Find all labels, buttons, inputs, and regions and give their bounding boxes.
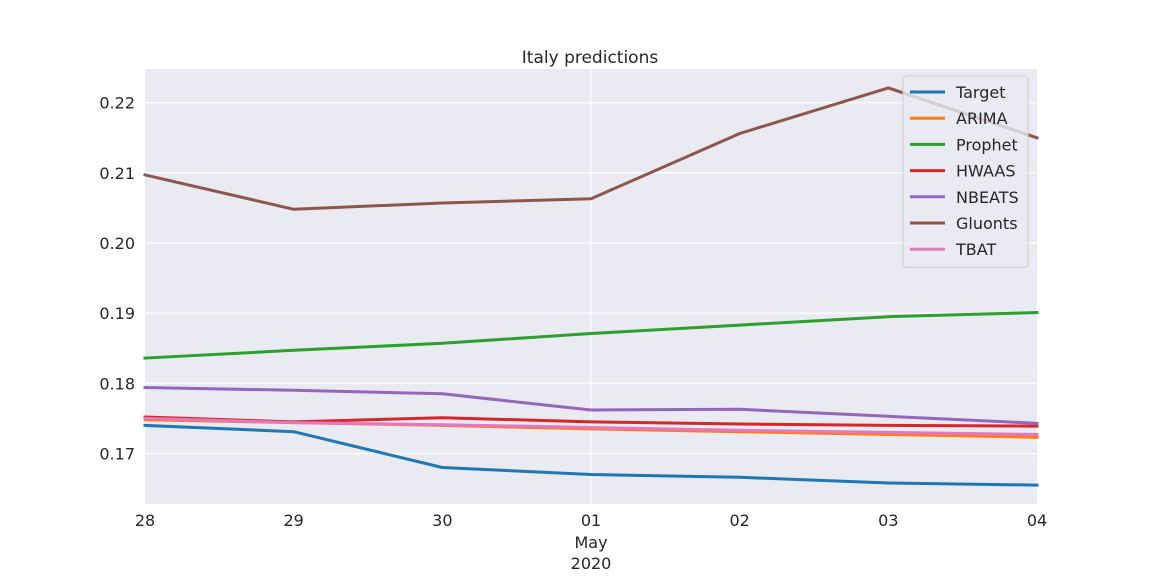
x-tick-label: 30 <box>432 511 452 530</box>
x-tick-sublabel: 2020 <box>571 554 612 573</box>
series-line-gluonts <box>143 86 1039 211</box>
y-tick-label: 0.22 <box>99 94 135 113</box>
x-tick-sublabel: May <box>574 533 607 552</box>
series-line-prophet <box>143 310 1039 360</box>
y-axis: 0.17 0.18 0.19 0.20 0.21 0.22 <box>99 94 135 464</box>
y-tick-label: 0.17 <box>99 444 135 463</box>
legend: Target ARIMA Prophet HWAAS NBEATS Gluonts TBAT <box>902 75 1029 268</box>
y-tick-label: 0.19 <box>99 304 135 323</box>
grid <box>145 69 1037 504</box>
chart-title: Italy predictions <box>522 48 659 68</box>
y-tick-label: 0.18 <box>99 374 135 393</box>
y-tick-label: 0.21 <box>99 164 135 183</box>
legend-label: HWAAS <box>956 162 1015 181</box>
x-tick-label: 28 <box>135 511 155 530</box>
legend-label: ARIMA <box>956 109 1008 128</box>
x-tick-label: 29 <box>283 511 303 530</box>
x-tick-label: 03 <box>878 511 898 530</box>
x-axis: 28 29 30 01 May 2020 02 03 04 <box>135 511 1047 573</box>
x-tick-label: 02 <box>729 511 749 530</box>
series-lines <box>143 86 1039 487</box>
legend-label: Target <box>955 83 1006 102</box>
x-tick-label: 01 <box>581 511 601 530</box>
series-line-target <box>143 423 1039 487</box>
series-line-tbat <box>143 416 1039 437</box>
legend-label: TBAT <box>955 240 996 259</box>
legend-label: NBEATS <box>956 188 1019 207</box>
legend-box <box>902 75 1029 268</box>
series-line-nbeats <box>143 385 1039 425</box>
x-tick-label: 04 <box>1027 511 1047 530</box>
legend-label: Gluonts <box>956 214 1018 233</box>
legend-label: Prophet <box>956 135 1018 154</box>
y-tick-label: 0.20 <box>99 234 135 253</box>
